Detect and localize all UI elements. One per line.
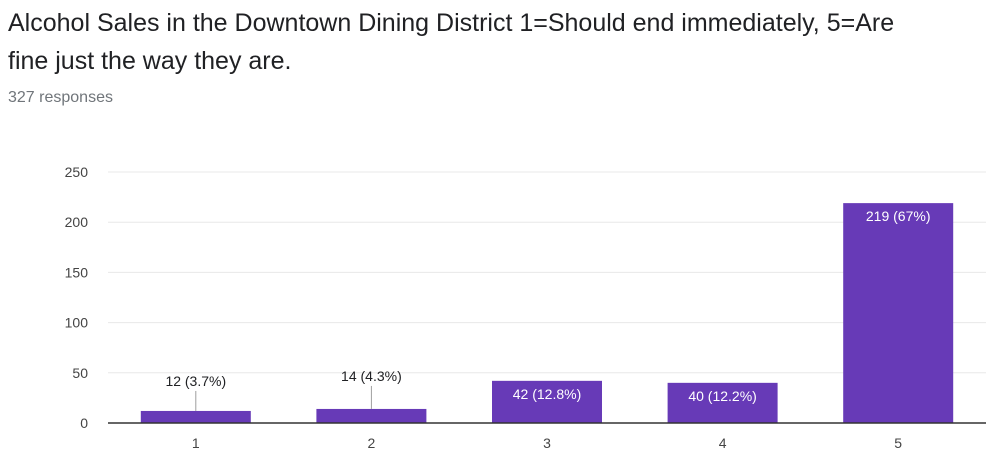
y-axis-tick-labels: 0 50 100 150 200 250 <box>65 164 89 431</box>
bar-5 <box>843 203 954 423</box>
bars <box>140 203 954 423</box>
gridlines <box>108 171 986 374</box>
bar-3 <box>492 380 602 423</box>
x-tick-label: 5 <box>894 435 902 451</box>
data-labels: 12 (3.7%) 14 (4.3%) 42 (12.8%) 40 (12.2%) 21… <box>165 208 930 411</box>
y-tick-label: 100 <box>65 315 89 331</box>
y-tick-label: 50 <box>72 365 88 381</box>
data-label: 40 (12.2%) <box>688 388 756 404</box>
data-label: 14 (4.3%) <box>341 368 402 384</box>
x-tick-label: 3 <box>543 435 551 451</box>
chart-title: Alcohol Sales in the Downtown Dining Dis… <box>8 9 895 75</box>
data-label: 12 (3.7%) <box>165 373 226 389</box>
response-count: 327 responses <box>8 89 113 106</box>
y-tick-label: 0 <box>80 415 88 431</box>
data-label: 219 (67%) <box>866 208 931 224</box>
y-tick-label: 250 <box>65 164 89 180</box>
bar-2 <box>316 408 427 423</box>
x-axis-tick-labels: 1 2 3 4 5 <box>192 435 902 451</box>
y-tick-label: 200 <box>65 214 89 230</box>
bar-4 <box>667 382 778 423</box>
x-tick-label: 2 <box>368 435 376 451</box>
data-label: 42 (12.8%) <box>513 386 581 402</box>
bar-1 <box>140 410 251 423</box>
y-tick-label: 150 <box>65 264 89 280</box>
x-tick-label: 1 <box>192 435 200 451</box>
x-tick-label: 4 <box>719 435 727 451</box>
